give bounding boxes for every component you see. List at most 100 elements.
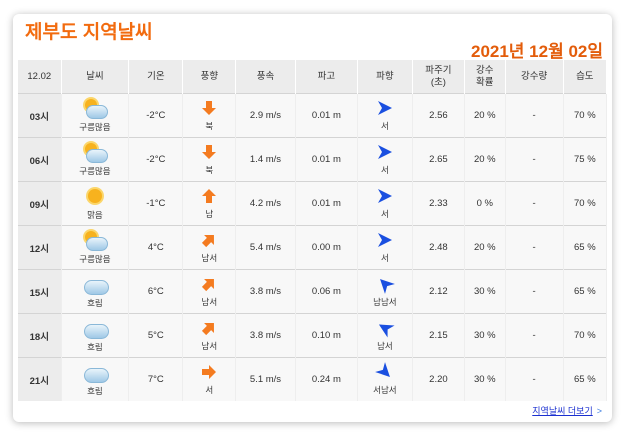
wave-period-cell: 2.15	[412, 313, 466, 358]
weather-cell: 흐림	[61, 313, 130, 358]
column-header: 강수 확률	[464, 60, 506, 94]
weather-cell: 구름많음	[61, 225, 130, 270]
wave-direction-label: 서	[380, 208, 389, 219]
wind-direction-cell: 남서	[182, 269, 237, 314]
wind-direction-cell: 북	[182, 137, 237, 182]
wave-direction-label: 남남서	[373, 296, 397, 307]
weather-label: 흐림	[87, 298, 103, 308]
wave-height-cell: 0.01 m	[295, 181, 359, 226]
wave-direction-cell: 남서	[357, 313, 413, 358]
cloud-shape	[85, 149, 108, 163]
wind-speed-cell: 3.8 m/s	[235, 313, 296, 358]
cloudy-icon	[81, 318, 109, 340]
weather-label: 구름많음	[79, 254, 111, 264]
wave-height-cell: 0.10 m	[295, 313, 359, 358]
wind-direction-cell: 남서	[182, 313, 237, 358]
wind-speed-cell: 3.8 m/s	[235, 269, 296, 314]
cloud-shape	[85, 105, 108, 119]
wave-period-cell: 2.65	[412, 137, 466, 182]
page-title: 제부도 지역날씨	[25, 22, 153, 43]
weather-label: 흐림	[87, 342, 103, 352]
humidity-cell: 75 %	[563, 137, 608, 182]
wave-direction-cell: 서남서	[357, 357, 413, 401]
rain-probability-cell: 0 %	[464, 181, 506, 226]
wave-arrow-icon	[374, 317, 396, 339]
temperature-cell: -1°C	[128, 181, 184, 226]
temperature-cell: 6°C	[128, 269, 184, 314]
forecast-date: 2021년 12월 02일	[470, 42, 603, 61]
wind-speed-cell: 1.4 m/s	[235, 137, 296, 182]
wind-speed-cell: 2.9 m/s	[235, 93, 296, 138]
wave-direction-label: 서	[380, 252, 389, 263]
temperature-cell: -2°C	[128, 93, 184, 138]
wave-direction-cell: 서	[357, 225, 413, 270]
wave-direction-label: 서	[380, 120, 389, 131]
column-header: 기온	[128, 60, 184, 94]
rain-probability-cell: 20 %	[464, 93, 506, 138]
more-weather-link[interactable]: 지역날씨 더보기 >	[532, 404, 602, 417]
sun-shape	[87, 189, 102, 203]
wave-period-cell: 2.12	[412, 269, 466, 314]
wind-direction-label: 남서	[201, 252, 218, 263]
weather-label: 구름많음	[79, 166, 111, 176]
wind-speed-cell: 5.4 m/s	[235, 225, 296, 270]
wind-direction-label: 남서	[201, 296, 218, 307]
table-row: 18시 흐림 5°C 남서 3.8 m/s 0.10 m 남서 2.15 30 % -70 %	[18, 313, 608, 358]
wave-height-cell: 0.24 m	[295, 357, 359, 401]
wave-arrow-icon	[374, 360, 397, 383]
wind-direction-cell: 남서	[182, 225, 237, 270]
time-cell: 12시	[18, 225, 62, 270]
column-header: 습도	[563, 60, 608, 94]
wind-speed-cell: 5.1 m/s	[235, 357, 296, 401]
rain-probability-cell: 20 %	[464, 225, 506, 270]
time-cell: 21시	[18, 357, 62, 401]
humidity-cell: 70 %	[563, 313, 608, 358]
weather-cell: 맑음	[61, 181, 130, 226]
wind-direction-label: 북	[205, 164, 214, 175]
column-header: 파향	[357, 60, 413, 94]
table-row: 21시 흐림 7°C 서 5.1 m/s 0.24 m 서남서 2.20 30 % -65 %	[18, 357, 608, 401]
wind-arrow-icon	[198, 316, 221, 339]
sunny-icon	[81, 186, 109, 208]
wind-arrow-icon	[201, 364, 217, 380]
rain-probability-cell: 30 %	[464, 313, 506, 358]
rainfall-cell: -	[505, 357, 564, 401]
table-row: 12시 구름많음 4°C 남서 5.4 m/s 0.00 m 서 2.48 20 % -65 %	[18, 225, 608, 270]
cloud-shape	[83, 368, 109, 383]
rainfall-cell: -	[505, 181, 564, 226]
wind-direction-cell: 북	[182, 93, 237, 138]
table-header: 12.02 날씨 기온 풍향 풍속 파고 파향 파주기 (초) 강수 확률 강수량 습도	[18, 60, 608, 94]
wave-arrow-icon	[374, 272, 397, 295]
rain-probability-cell: 30 %	[464, 269, 506, 314]
column-header: 풍속	[235, 60, 296, 94]
time-cell: 09시	[18, 181, 62, 226]
rainfall-cell: -	[505, 93, 564, 138]
wind-direction-cell: 남	[182, 181, 237, 226]
temperature-cell: 7°C	[128, 357, 184, 401]
table-row: 06시 구름많음 -2°C 북 1.4 m/s 0.01 m 서 2.65 20 % -75 %	[18, 137, 608, 182]
wind-arrow-icon	[201, 188, 217, 204]
weather-cell: 구름많음	[61, 137, 130, 182]
humidity-cell: 65 %	[563, 225, 608, 270]
time-cell: 06시	[18, 137, 62, 182]
column-header: 12.02	[18, 60, 62, 94]
time-cell: 18시	[18, 313, 62, 358]
wave-direction-label: 남서	[377, 340, 393, 351]
wind-direction-cell: 서	[182, 357, 237, 401]
rain-probability-cell: 30 %	[464, 357, 506, 401]
wave-arrow-icon	[377, 232, 393, 248]
partly-cloudy-icon	[81, 98, 109, 120]
wave-period-cell: 2.20	[412, 357, 466, 401]
wave-height-cell: 0.01 m	[295, 137, 359, 182]
wind-direction-label: 북	[205, 120, 214, 131]
temperature-cell: 5°C	[128, 313, 184, 358]
more-link-label: 지역날씨 더보기	[532, 406, 593, 416]
wind-arrow-icon	[198, 272, 221, 295]
wind-direction-label: 남서	[201, 340, 218, 351]
wave-direction-label: 서남서	[373, 384, 397, 395]
weather-label: 구름많음	[79, 122, 111, 132]
wave-period-cell: 2.48	[412, 225, 466, 270]
wind-speed-cell: 4.2 m/s	[235, 181, 296, 226]
weather-label: 맑음	[87, 210, 103, 220]
column-header: 풍향	[182, 60, 237, 94]
